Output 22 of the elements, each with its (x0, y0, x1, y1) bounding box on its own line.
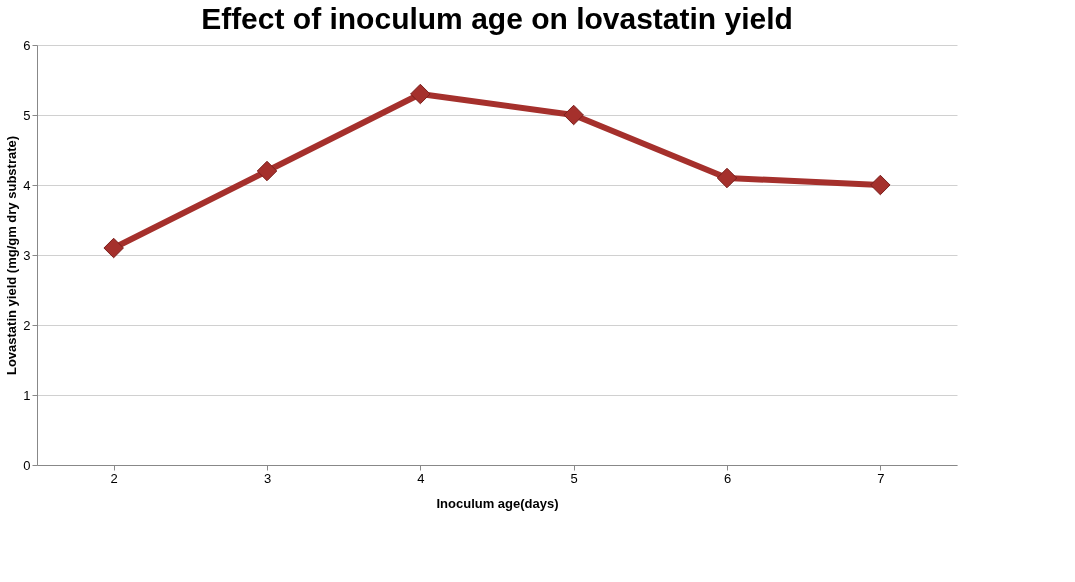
y-tick-label: 2 (23, 317, 31, 333)
point (410, 83, 431, 105)
y-tick-label: 5 (23, 107, 31, 123)
x-tick-label: 3 (263, 470, 272, 486)
y-tick-label: 3 (23, 247, 31, 263)
x-tick-label: 2 (110, 470, 118, 486)
point (870, 174, 891, 196)
x-tick-label: 6 (723, 470, 732, 486)
y-tick-label: 6 (23, 37, 31, 53)
point (563, 104, 584, 126)
y-tick-label: 1 (23, 387, 31, 403)
y-tick-label: 0 (23, 457, 31, 473)
x-tick-label: 4 (417, 470, 425, 486)
y-axis-title: Lovastatin yield (mg/gm dry substrate) (4, 135, 20, 376)
point (256, 160, 278, 182)
y-tick-label: 4 (23, 177, 31, 193)
x-tick-label: 5 (570, 470, 578, 486)
point (103, 237, 124, 259)
chart-title: Effect of inoculum age on lovastatin yield (201, 2, 793, 35)
x-tick-label: 7 (877, 470, 885, 486)
x-axis-title: Inoculum age(days) (436, 495, 559, 511)
point (716, 167, 738, 189)
